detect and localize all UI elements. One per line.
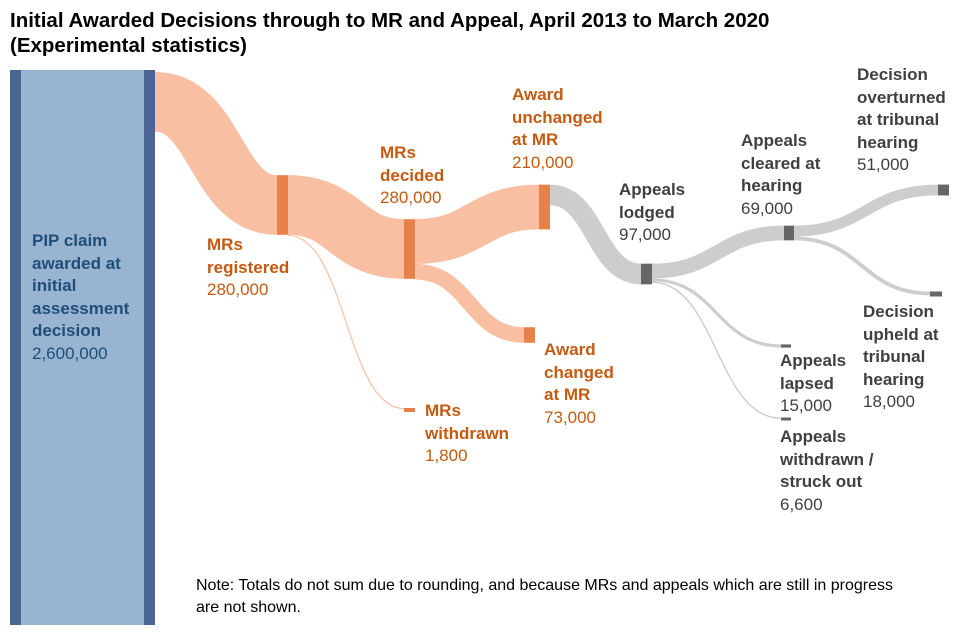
label-mr-withdrawn: MRs withdrawn 1,800 bbox=[425, 400, 523, 468]
label-appeals-withdrawn-value: 6,600 bbox=[780, 494, 823, 514]
label-upheld-name: Decision upheld at tribunal hearing bbox=[863, 302, 939, 389]
label-mr-withdrawn-name: MRs withdrawn bbox=[425, 401, 510, 443]
node-appeals-lapsed bbox=[781, 344, 791, 348]
flow-mr_decided-to-award_changed bbox=[414, 263, 525, 343]
flow-appeals_lodged-to-appeals_cleared bbox=[651, 225, 785, 279]
label-appeals-cleared-name: Appeals cleared at hearing bbox=[741, 131, 821, 195]
footnote: Note: Totals do not sum due to rounding,… bbox=[196, 577, 893, 616]
chart-subtitle: (Experimental statistics) bbox=[10, 34, 247, 57]
flow-claims-to-mr_registered bbox=[151, 72, 281, 235]
node-claims bbox=[10, 70, 155, 625]
node-appeals-lodged bbox=[641, 263, 652, 285]
label-award-changed-value: 73,000 bbox=[544, 407, 596, 427]
flow-appeals_cleared-to-overturned bbox=[793, 184, 939, 237]
node-appeals-cleared bbox=[784, 225, 794, 241]
label-award-unchanged-name: Award unchanged at MR bbox=[512, 85, 603, 149]
label-overturned-name: Decision overturned at tribunal hearing bbox=[857, 65, 946, 152]
label-mr-registered-name: MRs registered bbox=[207, 235, 290, 277]
node-award-unchanged bbox=[539, 184, 550, 230]
label-appeals-lapsed-name: Appeals lapsed bbox=[780, 351, 847, 393]
label-appeals-lodged-name: Appeals lodged bbox=[619, 180, 686, 222]
flow-appeals_lodged-to-appeals_withdrawn bbox=[651, 281, 782, 419]
label-appeals-lodged: Appeals lodged 97,000 bbox=[619, 179, 699, 247]
flow-award_unchanged-to-appeals_lodged bbox=[548, 184, 643, 285]
node-appeals-withdrawn bbox=[781, 417, 791, 421]
label-appeals-withdrawn: Appeals withdrawn / struck out 6,600 bbox=[780, 426, 890, 516]
flow-mr_registered-to-mr_decided bbox=[286, 175, 406, 279]
label-appeals-withdrawn-name: Appeals withdrawn / struck out bbox=[780, 427, 874, 491]
label-overturned-value: 51,000 bbox=[857, 155, 909, 174]
node-mr-withdrawn bbox=[404, 408, 415, 412]
label-mr-registered: MRs registered 280,000 bbox=[207, 234, 305, 302]
node-overturned bbox=[938, 184, 949, 196]
label-upheld: Decision upheld at tribunal hearing 18,0… bbox=[863, 301, 958, 414]
label-claims-name: PIP claim awarded at initial assessment … bbox=[32, 231, 130, 340]
label-upheld-value: 18,000 bbox=[863, 392, 915, 411]
label-mr-registered-value: 280,000 bbox=[207, 280, 269, 299]
flow-mr_registered-to-mr_withdrawn bbox=[287, 234, 405, 410]
flow-appeals_lodged-to-appeals_lapsed bbox=[651, 278, 782, 348]
label-mr-decided-name: MRs decided bbox=[380, 143, 445, 185]
flow-appeals_cleared-to-upheld bbox=[793, 236, 931, 296]
flow-mr_decided-to-award_unchanged bbox=[414, 184, 540, 264]
node-mr-decided bbox=[404, 219, 415, 279]
label-appeals-lapsed: Appeals lapsed 15,000 bbox=[780, 350, 860, 418]
label-mr-decided-value: 280,000 bbox=[380, 188, 442, 207]
label-award-changed: Award changed at MR 73,000 bbox=[544, 339, 630, 429]
label-appeals-lapsed-value: 15,000 bbox=[780, 396, 832, 415]
label-award-unchanged: Award unchanged at MR 210,000 bbox=[512, 84, 620, 174]
chart-title: Initial Awarded Decisions through to MR … bbox=[10, 8, 950, 58]
node-award-changed bbox=[524, 327, 535, 343]
label-mr-decided: MRs decided 280,000 bbox=[380, 142, 460, 210]
label-mr-withdrawn-value: 1,800 bbox=[425, 446, 468, 465]
node-mr-registered bbox=[277, 175, 288, 235]
node-upheld bbox=[930, 291, 942, 297]
label-appeals-lodged-value: 97,000 bbox=[619, 225, 671, 244]
label-claims: PIP claim awarded at initial assessment … bbox=[32, 230, 144, 365]
label-award-changed-name: Award changed at MR bbox=[544, 340, 614, 404]
label-claims-value: 2,600,000 bbox=[32, 343, 108, 363]
chart-title-line: Initial Awarded Decisions through to MR … bbox=[10, 9, 770, 32]
label-appeals-cleared: Appeals cleared at hearing 69,000 bbox=[741, 130, 833, 220]
label-appeals-cleared-value: 69,000 bbox=[741, 198, 793, 218]
label-award-unchanged-value: 210,000 bbox=[512, 152, 574, 172]
label-overturned: Decision overturned at tribunal hearing … bbox=[857, 64, 957, 177]
